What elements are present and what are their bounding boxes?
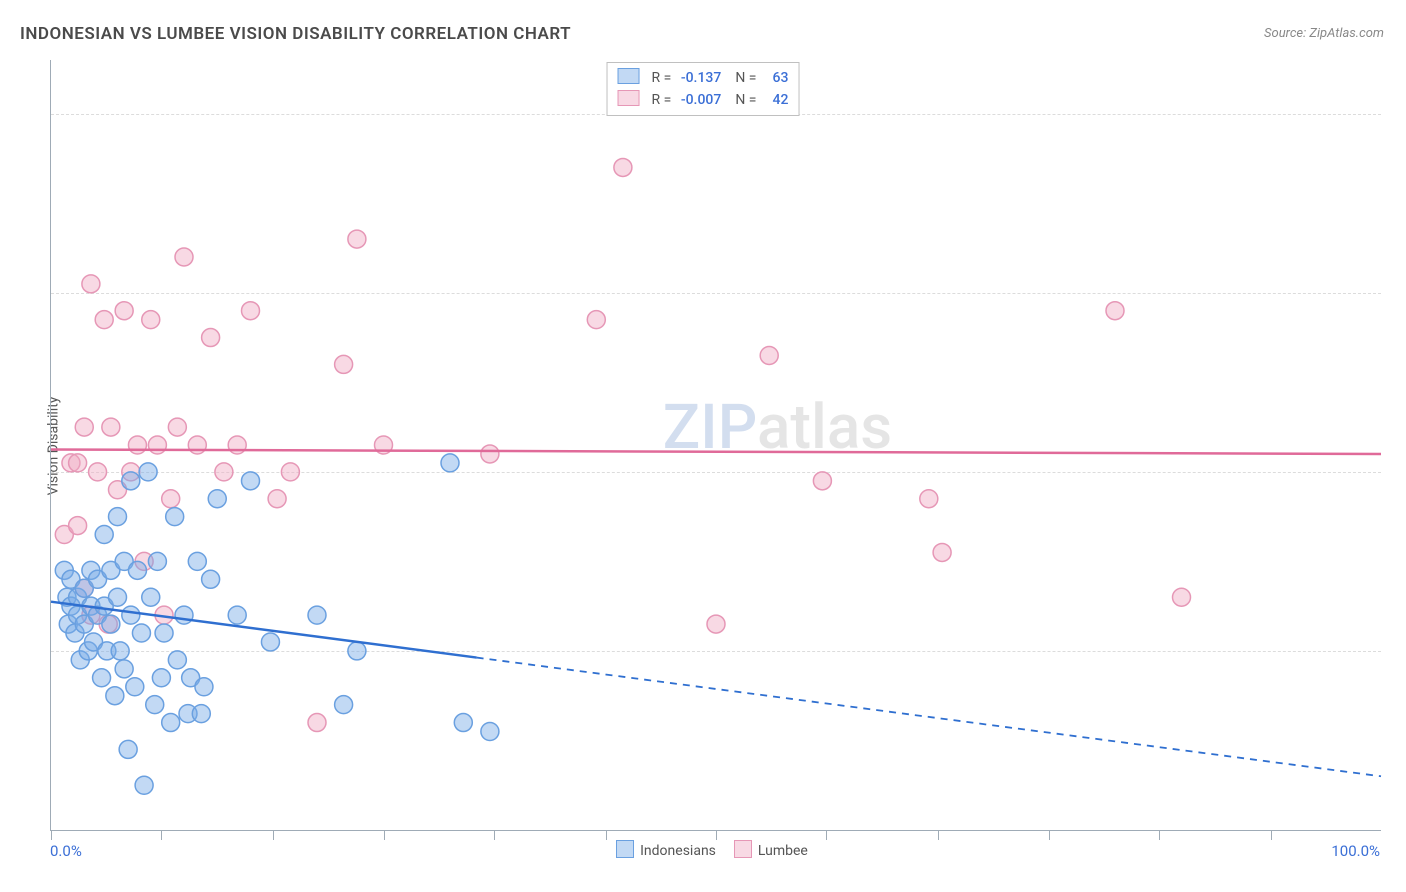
legend-label: Indonesians	[640, 843, 716, 859]
source-credit: Source: ZipAtlas.com	[1264, 26, 1384, 41]
legend-swatch	[618, 90, 640, 106]
stats-legend: R =-0.137N =63R =-0.007N =42	[607, 62, 800, 116]
legend-swatch	[616, 840, 634, 858]
legend-swatch	[618, 68, 640, 84]
y-tick-label: 8.0%	[1387, 106, 1406, 122]
stats-legend-row: R =-0.137N =63	[618, 67, 789, 89]
series-legend: Indonesians Lumbee	[0, 840, 1406, 859]
chart-title: INDONESIAN VS LUMBEE VISION DISABILITY C…	[20, 24, 571, 44]
y-tick-label: 2.0%	[1387, 643, 1406, 659]
y-tick-label: 4.0%	[1387, 464, 1406, 480]
plot-area: ZIPatlas 2.0%4.0%6.0%8.0%	[50, 60, 1381, 831]
y-tick-label: 6.0%	[1387, 285, 1406, 301]
legend-swatch	[734, 840, 752, 858]
legend-label: Lumbee	[758, 843, 808, 859]
stats-legend-row: R =-0.007N =42	[618, 89, 789, 111]
chart-svg	[51, 60, 1381, 830]
